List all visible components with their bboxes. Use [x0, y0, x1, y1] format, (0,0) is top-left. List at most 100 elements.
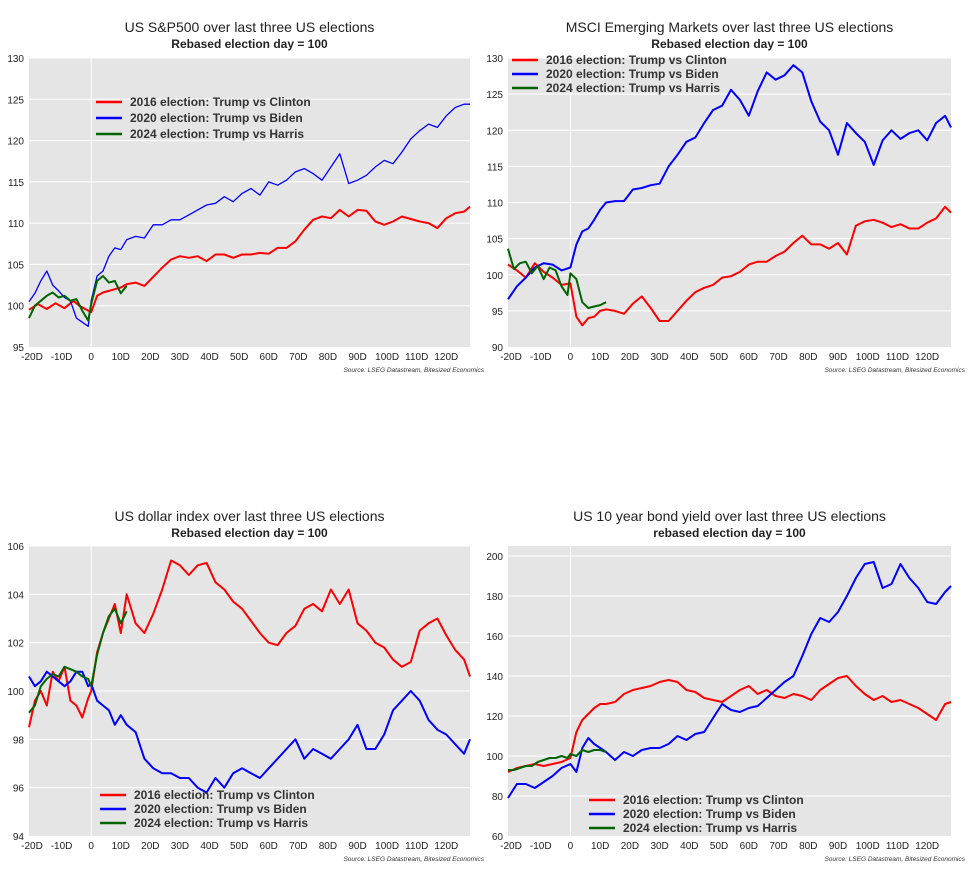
x-tick-label: -10D [530, 841, 552, 852]
x-tick-label: 30D [650, 841, 668, 852]
chart-title: US S&P500 over last three US elections [125, 19, 375, 35]
x-tick-label: 20D [621, 841, 639, 852]
chart-panel-msci: MSCI Emerging Markets over last three US… [486, 19, 965, 374]
legend-label-s2020: 2020 election: Trump vs Biden [130, 111, 303, 125]
x-tick-label: 50D [230, 352, 248, 363]
x-tick-label: 50D [230, 841, 248, 852]
y-tick-label: 130 [7, 54, 24, 65]
y-tick-label: 120 [486, 712, 503, 723]
x-tick-label: 90D [829, 352, 847, 363]
y-tick-label: 100 [7, 687, 24, 698]
y-tick-label: 105 [7, 260, 24, 271]
x-tick-label: 80D [319, 841, 337, 852]
y-tick-label: 102 [7, 639, 24, 650]
x-tick-label: 60D [740, 352, 758, 363]
y-tick-label: 110 [487, 199, 503, 210]
legend-label-s2020: 2020 election: Trump vs Biden [546, 67, 719, 81]
x-tick-label: 60D [260, 841, 278, 852]
x-tick-label: 120D [434, 352, 458, 363]
series-line-s2016 [28, 559, 471, 728]
x-tick-label: 70D [289, 352, 307, 363]
y-tick-label: 94 [13, 832, 25, 843]
x-tick-label: -20D [21, 352, 43, 363]
x-tick-label: 110D [405, 841, 428, 852]
x-tick-label: 40D [680, 352, 698, 363]
series-line-s2016 [507, 675, 952, 773]
legend-label-s2024: 2024 election: Trump vs Harris [546, 81, 720, 95]
x-tick-label: 10D [112, 352, 130, 363]
x-tick-label: 10D [591, 841, 609, 852]
x-tick-label: 90D [348, 841, 366, 852]
series-line-s2020 [507, 64, 952, 300]
y-tick-label: 130 [486, 54, 503, 65]
y-tick-label: 106 [7, 542, 24, 553]
x-tick-label: 100D [375, 841, 399, 852]
series-line-s2020 [507, 561, 952, 799]
legend-label-s2020: 2020 election: Trump vs Biden [623, 807, 796, 821]
series-line-s2024 [28, 275, 128, 322]
y-tick-label: 115 [8, 178, 24, 189]
chart-subtitle: Rebased election day = 100 [171, 37, 328, 51]
x-tick-label: 80D [319, 352, 337, 363]
x-tick-label: 10D [112, 841, 130, 852]
y-tick-label: 125 [486, 90, 503, 101]
x-tick-label: 20D [141, 841, 159, 852]
x-tick-label: -20D [21, 841, 43, 852]
source-note: Source: LSEG Datastream, Bitesized Econo… [824, 856, 965, 863]
y-tick-label: 125 [7, 95, 24, 106]
x-tick-label: 60D [740, 841, 758, 852]
y-tick-label: 60 [492, 832, 504, 843]
x-tick-label: 60D [260, 352, 278, 363]
series-line-s2024 [508, 749, 607, 771]
x-tick-label: 120D [915, 841, 939, 852]
legend-label-s2024: 2024 election: Trump vs Harris [623, 821, 797, 835]
y-tick-label: 140 [486, 672, 503, 683]
x-tick-label: 90D [829, 841, 847, 852]
legend-label-s2016: 2016 election: Trump vs Clinton [546, 53, 727, 67]
legend-label-s2024: 2024 election: Trump vs Harris [130, 127, 304, 141]
x-tick-label: 20D [621, 352, 639, 363]
x-tick-label: 110D [886, 841, 909, 852]
x-tick-label: 110D [886, 352, 909, 363]
legend-label-s2016: 2016 election: Trump vs Clinton [623, 793, 804, 807]
x-tick-label: 10D [591, 352, 609, 363]
x-tick-label: -10D [530, 352, 552, 363]
y-tick-label: 100 [486, 271, 503, 282]
y-tick-label: 104 [7, 590, 24, 601]
source-note: Source: LSEG Datastream, Bitesized Econo… [824, 367, 965, 374]
chart-subtitle: Rebased election day = 100 [171, 526, 328, 540]
x-tick-label: 0 [88, 352, 94, 363]
chart-title: MSCI Emerging Markets over last three US… [566, 19, 894, 35]
x-tick-label: 50D [710, 352, 728, 363]
x-tick-label: 30D [171, 352, 189, 363]
y-tick-label: 100 [7, 302, 24, 313]
series-line-s2020 [28, 103, 470, 328]
legend-label-s2024: 2024 election: Trump vs Harris [134, 816, 308, 830]
series-line-s2016 [507, 205, 952, 327]
x-tick-label: 30D [171, 841, 189, 852]
source-note: Source: LSEG Datastream, Bitesized Econo… [343, 367, 484, 374]
y-tick-label: 115 [487, 162, 503, 173]
y-tick-label: 95 [492, 307, 504, 318]
x-tick-label: 70D [769, 841, 787, 852]
x-tick-label: 100D [856, 841, 880, 852]
x-tick-label: 120D [434, 841, 458, 852]
x-tick-label: 80D [799, 841, 817, 852]
x-tick-label: 40D [200, 841, 218, 852]
y-tick-label: 90 [492, 343, 504, 354]
source-note: Source: LSEG Datastream, Bitesized Econo… [343, 856, 484, 863]
x-tick-label: 0 [88, 841, 94, 852]
x-tick-label: 0 [568, 841, 574, 852]
y-tick-label: 100 [486, 752, 503, 763]
x-tick-label: 0 [568, 352, 574, 363]
series-line-s2024 [507, 248, 607, 309]
x-tick-label: 100D [856, 352, 880, 363]
chart-title: US 10 year bond yield over last three US… [573, 508, 886, 524]
plot-area [29, 58, 470, 347]
y-tick-label: 98 [13, 735, 25, 746]
y-tick-label: 120 [7, 137, 24, 148]
